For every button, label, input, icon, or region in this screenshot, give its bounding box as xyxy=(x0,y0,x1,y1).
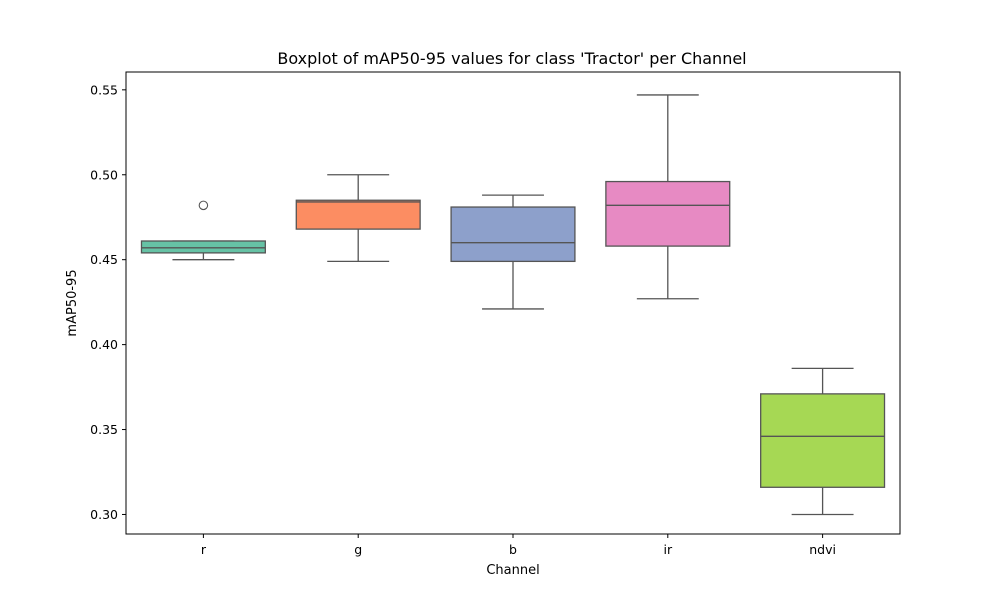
outlier-point xyxy=(198,200,209,211)
y-tick-label: 0.45 xyxy=(90,252,118,267)
x-tick-label: ndvi xyxy=(809,542,836,557)
plot-frame xyxy=(125,71,901,535)
x-tick-label: g xyxy=(354,542,362,557)
y-tick-label: 0.50 xyxy=(90,167,118,182)
box-ir xyxy=(605,180,731,247)
x-tick-label: b xyxy=(509,542,517,557)
box-g xyxy=(295,199,421,230)
y-tick-label: 0.35 xyxy=(90,422,118,437)
x-tick-label: ir xyxy=(663,542,672,557)
x-axis-label: Channel xyxy=(486,563,539,578)
y-axis-label: mAP50-95 xyxy=(65,269,80,336)
box-r xyxy=(140,240,266,254)
box-ndvi xyxy=(760,393,886,488)
plot-area: 0.30 0.35 0.40 0.45 0.50 0.55 r g b ir ndvi xyxy=(90,82,886,557)
y-tick-label: 0.40 xyxy=(90,337,118,352)
y-tick-label: 0.30 xyxy=(90,507,118,522)
y-tick-label: 0.55 xyxy=(90,82,118,97)
chart-title: Boxplot of mAP50-95 values for class 'Tr… xyxy=(277,49,746,68)
box-b xyxy=(450,206,576,263)
x-tick-label: r xyxy=(201,542,207,557)
